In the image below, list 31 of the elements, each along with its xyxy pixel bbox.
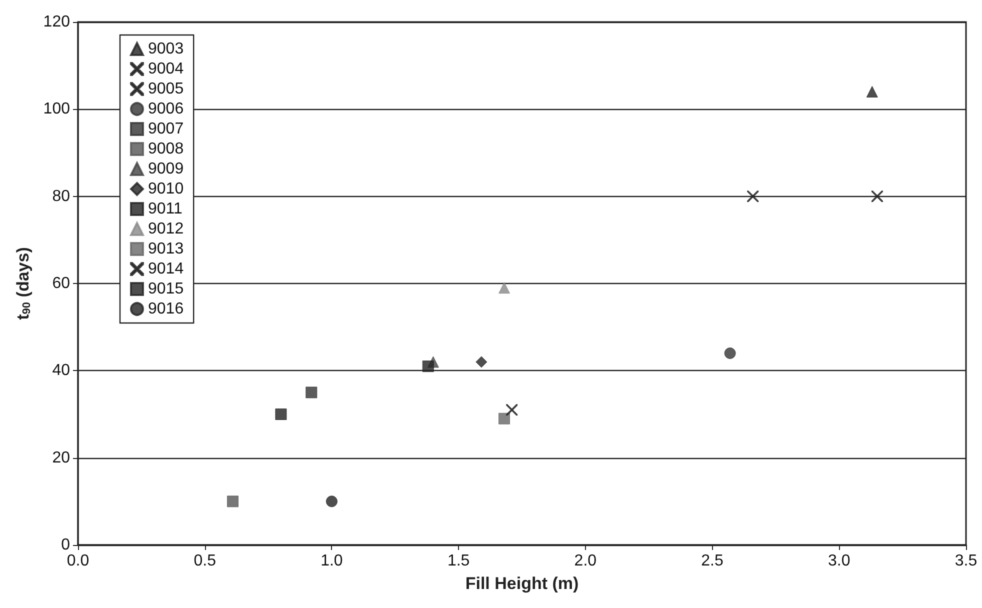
- x-tick-label: 1.0: [320, 552, 343, 570]
- legend-label: 9010: [148, 180, 184, 198]
- y-tick-label: 100: [43, 100, 70, 118]
- y-tick-label: 120: [43, 14, 70, 30]
- legend-label: 9013: [148, 240, 184, 258]
- x-axis-title: Fill Height (m): [465, 574, 579, 593]
- legend-label: 9011: [148, 200, 183, 218]
- y-axis-title: t90 (days): [13, 247, 33, 320]
- legend-label: 9015: [148, 280, 184, 298]
- y-tick-label: 20: [52, 449, 70, 466]
- legend-label: 9006: [148, 100, 184, 118]
- x-tick-label: 2.5: [701, 552, 724, 570]
- legend-label: 9007: [148, 120, 184, 138]
- legend-label: 9016: [148, 300, 184, 318]
- legend-label: 9004: [148, 60, 184, 78]
- y-tick-label: 40: [52, 362, 70, 380]
- x-tick-label: 0.5: [194, 552, 216, 570]
- x-tick-label: 0.0: [66, 552, 90, 570]
- x-tick-label: 2.0: [574, 552, 597, 570]
- legend-label: 9014: [148, 260, 184, 278]
- x-tick-label: 3.0: [828, 552, 850, 570]
- legend-label: 9009: [148, 160, 184, 178]
- x-tick-label: 3.5: [954, 552, 978, 570]
- legend-label: 9003: [148, 40, 184, 58]
- y-tick-label: 0: [61, 536, 70, 554]
- x-tick-label: 1.5: [447, 552, 470, 570]
- legend-label: 9008: [148, 140, 184, 158]
- legend-label: 9005: [148, 80, 184, 98]
- y-tick-label: 60: [52, 275, 70, 292]
- legend-label: 9012: [148, 220, 184, 238]
- y-tick-label: 80: [52, 188, 70, 205]
